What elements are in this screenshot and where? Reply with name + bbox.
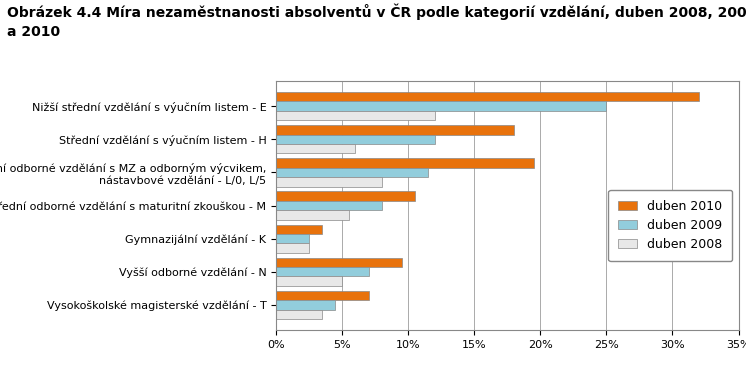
Bar [276, 102, 606, 111]
Bar [276, 300, 336, 309]
Bar [276, 192, 415, 201]
Bar [276, 135, 435, 144]
Bar [276, 225, 322, 234]
Bar [276, 125, 514, 135]
Bar [276, 309, 322, 319]
Bar [276, 158, 533, 168]
Bar [276, 144, 355, 153]
Bar [276, 168, 428, 177]
Bar [276, 267, 369, 276]
Bar [276, 243, 309, 253]
Bar [276, 258, 401, 267]
Bar [276, 276, 342, 286]
Legend: duben 2010, duben 2009, duben 2008: duben 2010, duben 2009, duben 2008 [608, 190, 733, 261]
Bar [276, 177, 382, 186]
Bar [276, 111, 435, 120]
Bar [276, 291, 369, 300]
Text: Obrázek 4.4 Míra nezaměstnanosti absolventů v ČR podle kategorií vzdělání, duben: Obrázek 4.4 Míra nezaměstnanosti absolve… [7, 4, 746, 39]
Bar [276, 210, 348, 219]
Bar [276, 234, 309, 243]
Bar [276, 92, 699, 102]
Bar [276, 201, 382, 210]
